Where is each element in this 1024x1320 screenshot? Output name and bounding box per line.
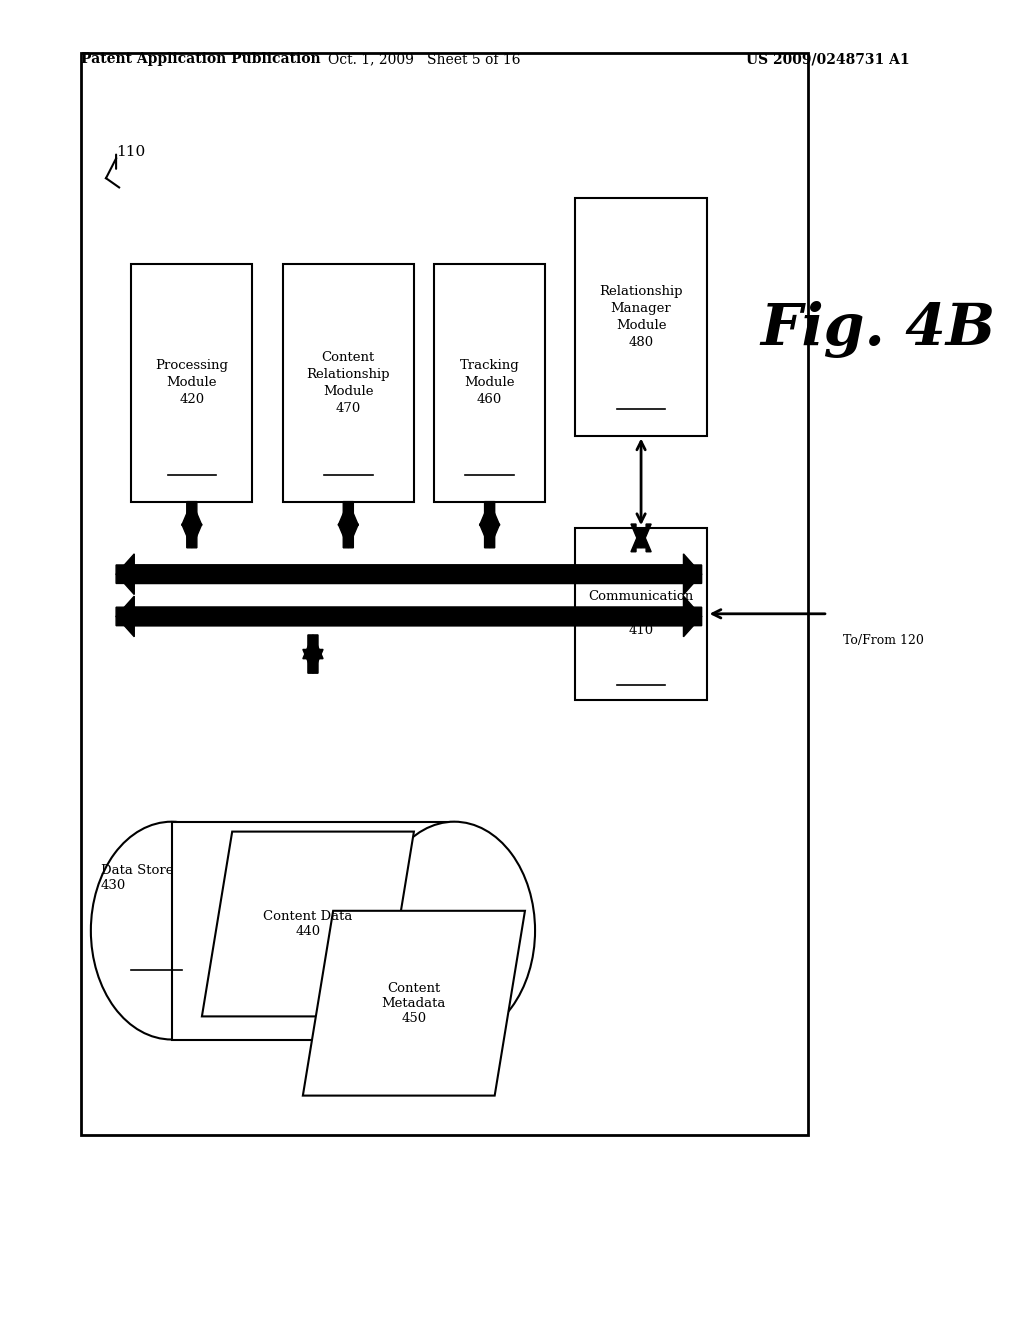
- Text: 110: 110: [116, 145, 145, 158]
- Text: Processing
Module
420: Processing Module 420: [156, 359, 228, 407]
- Text: Content Data
440: Content Data 440: [263, 909, 352, 939]
- FancyArrow shape: [479, 502, 500, 548]
- Bar: [575, 528, 707, 700]
- FancyArrow shape: [116, 597, 701, 636]
- Bar: [283, 264, 414, 502]
- Bar: [575, 198, 707, 436]
- Bar: [131, 264, 252, 502]
- Text: Fig. 4B: Fig. 4B: [761, 301, 996, 359]
- Ellipse shape: [374, 821, 536, 1040]
- FancyArrow shape: [631, 528, 651, 552]
- FancyArrow shape: [116, 554, 701, 594]
- Polygon shape: [202, 832, 414, 1016]
- FancyArrow shape: [338, 502, 358, 548]
- FancyArrow shape: [479, 502, 500, 548]
- FancyArrow shape: [181, 502, 202, 548]
- Text: Content
Relationship
Module
470: Content Relationship Module 470: [306, 351, 390, 414]
- FancyArrow shape: [631, 524, 651, 548]
- FancyArrow shape: [338, 502, 358, 548]
- FancyArrow shape: [116, 554, 701, 594]
- Polygon shape: [303, 911, 525, 1096]
- Text: Relationship
Manager
Module
480: Relationship Manager Module 480: [599, 285, 683, 348]
- Text: To/From 120: To/From 120: [843, 634, 924, 647]
- Bar: [81, 53, 808, 1135]
- Text: Communication
Module
410: Communication Module 410: [589, 590, 693, 638]
- Text: Patent Application Publication: Patent Application Publication: [81, 53, 321, 66]
- Text: Tracking
Module
460: Tracking Module 460: [460, 359, 519, 407]
- Text: Data Store
430: Data Store 430: [101, 863, 173, 892]
- FancyArrow shape: [181, 502, 202, 548]
- Text: Oct. 1, 2009   Sheet 5 of 16: Oct. 1, 2009 Sheet 5 of 16: [328, 53, 520, 66]
- Bar: [434, 264, 545, 502]
- Text: Content
Metadata
450: Content Metadata 450: [382, 982, 446, 1024]
- Text: US 2009/0248731 A1: US 2009/0248731 A1: [746, 53, 909, 66]
- Bar: [172, 821, 455, 1040]
- FancyArrow shape: [303, 635, 323, 673]
- FancyArrow shape: [303, 635, 323, 673]
- FancyArrow shape: [116, 597, 701, 636]
- Ellipse shape: [91, 821, 252, 1040]
